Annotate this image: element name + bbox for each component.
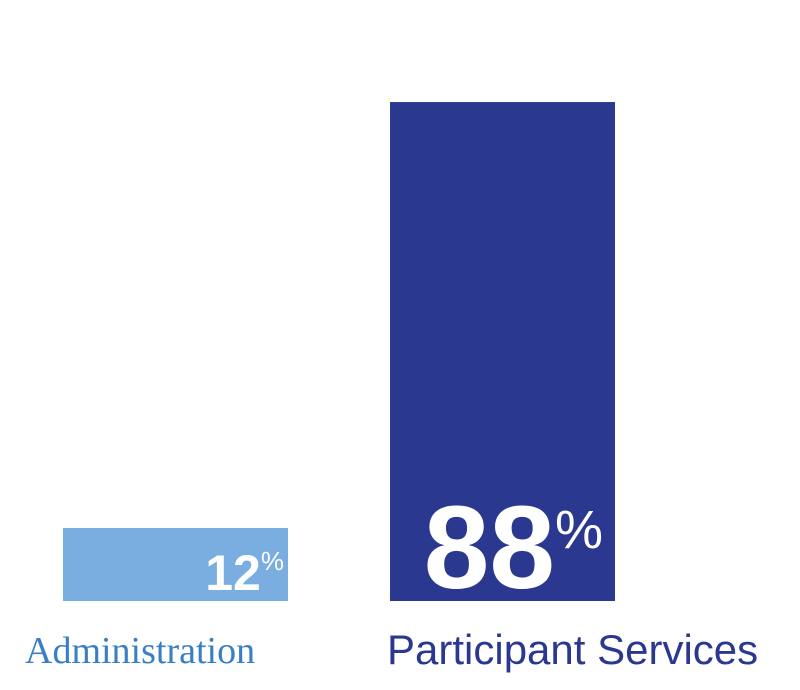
bars-group	[63, 102, 615, 601]
bar-participant-services	[390, 102, 615, 601]
category-labels-group: Administration Participant Services	[25, 626, 758, 673]
category-label-administration: Administration	[25, 630, 255, 672]
category-label-participant-services: Participant Services	[387, 626, 758, 673]
value-label-participant-services: 88%	[424, 482, 603, 614]
value-unit-participant-services: %	[555, 500, 603, 560]
value-number-participant-services: 88	[424, 482, 555, 614]
bar-administration	[63, 528, 288, 601]
value-unit-administration: %	[261, 546, 284, 576]
value-labels-group: 12% 88%	[205, 482, 603, 614]
value-label-administration: 12%	[205, 545, 284, 601]
value-number-administration: 12	[205, 545, 261, 601]
